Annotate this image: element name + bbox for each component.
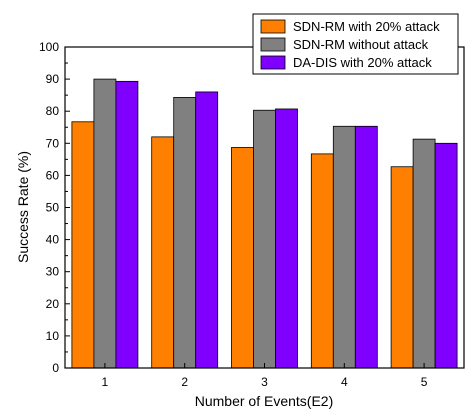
bar-series-3-category-1	[115, 80, 139, 369]
bar-series-3-category-3	[275, 108, 298, 369]
y-tick-label: 20	[46, 297, 60, 311]
x-axis-title: Number of Events(E2)	[195, 393, 334, 409]
bar-series-1-category-5	[390, 166, 414, 369]
legend-swatch	[260, 55, 286, 70]
bar-series-2-category-3	[253, 109, 276, 369]
y-tick-label: 80	[46, 104, 60, 118]
bar-series-2-category-5	[412, 138, 436, 369]
legend-label: SDN-RM without attack	[293, 37, 429, 52]
bar-series-1-category-1	[71, 121, 95, 369]
bar-series-2-category-4	[332, 125, 356, 369]
bar-series-2-category-1	[93, 78, 117, 369]
legend-swatch	[260, 37, 286, 52]
bar-series-2-category-2	[173, 96, 197, 369]
y-axis-title: Success Rate (%)	[15, 151, 31, 263]
legend-box	[252, 13, 459, 75]
y-tick-label: 10	[46, 329, 60, 343]
legend-swatch	[260, 19, 286, 34]
y-tick-label: 0	[52, 361, 59, 375]
y-tick-label: 50	[46, 201, 60, 215]
y-tick-label: 70	[46, 136, 60, 150]
bar-series-1-category-3	[231, 147, 254, 369]
bar-series-3-category-4	[354, 125, 378, 369]
y-tick-label: 100	[39, 40, 59, 54]
legend-label: DA-DIS with 20% attack	[293, 55, 432, 70]
legend: SDN-RM with 20% attack SDN-RM without att…	[252, 13, 459, 75]
bar-series-1-category-4	[310, 153, 334, 369]
x-tick-label: 4	[341, 375, 348, 389]
y-tick-label: 30	[46, 265, 60, 279]
x-tick-label: 2	[181, 375, 188, 389]
y-tick-label: 40	[46, 233, 60, 247]
bar-series-3-category-2	[195, 91, 219, 369]
bar-series-1-category-2	[151, 136, 175, 369]
x-tick-label: 3	[261, 375, 268, 389]
bar-series-3-category-5	[434, 142, 458, 369]
ticks-layer: 0 10 20 30 40 50 60 70 80 90 100 1 2 3 4 5	[39, 40, 428, 389]
bars-layer	[71, 78, 458, 369]
y-tick-label: 60	[46, 168, 60, 182]
x-tick-label: 5	[421, 375, 428, 389]
y-tick-label: 90	[46, 72, 60, 86]
legend-label: SDN-RM with 20% attack	[293, 19, 440, 34]
x-tick-label: 1	[102, 375, 109, 389]
